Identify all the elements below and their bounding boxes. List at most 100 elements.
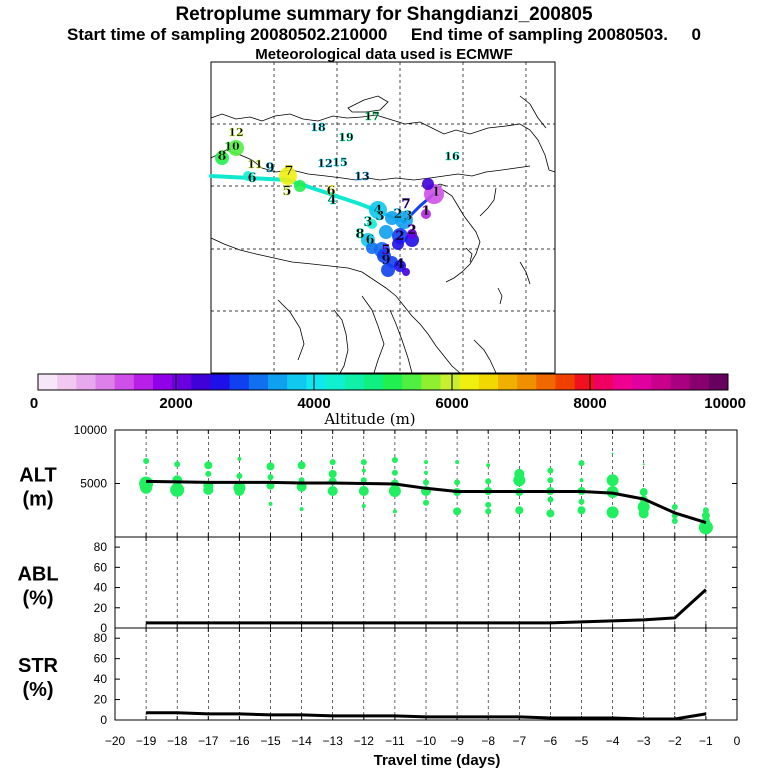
colorbar-swatch — [459, 374, 480, 390]
plume-label: 3 — [375, 209, 384, 224]
altitude-point — [424, 470, 428, 475]
plume-marker — [407, 229, 417, 239]
y-tick-label: 0 — [100, 621, 107, 635]
plume-label: 2 — [393, 207, 402, 222]
meteorology-line: Meteorological data used is ECMWF — [255, 46, 513, 63]
plume-label: 8 — [355, 227, 364, 242]
colorbar-swatch — [76, 374, 96, 390]
y-axis-label: STR — [18, 655, 59, 677]
y-tick-label: 60 — [94, 560, 108, 574]
altitude-point — [297, 461, 306, 470]
x-tick-label: −9 — [450, 734, 464, 748]
colorbar-swatch — [248, 374, 269, 390]
chart-title: Retroplume summary for Shangdianzi_20080… — [175, 4, 593, 25]
colorbar-swatch — [229, 374, 250, 390]
altitude-point — [639, 488, 648, 497]
series-line — [146, 588, 707, 625]
panel-abl: 0 20 40 60 80 ABL(%) — [17, 536, 738, 635]
plume-marker — [228, 140, 244, 156]
colorbar-swatch — [421, 374, 441, 390]
plume-marker — [215, 151, 229, 165]
altitude-colorbar: 0 2000 4000 6000 8000 10000 — [30, 373, 746, 412]
colorbar-swatch — [555, 374, 576, 390]
plume-marker — [381, 263, 395, 277]
y-axis-label: ABL — [17, 564, 58, 586]
map-frame — [210, 61, 556, 374]
colorbar-swatch — [383, 374, 403, 390]
altitude-point — [638, 508, 649, 519]
y-tick-label: 20 — [94, 601, 108, 615]
plume-marker — [421, 209, 431, 219]
altitude-point — [671, 504, 678, 511]
plume-label: 3 — [403, 209, 412, 224]
plume-marker — [366, 242, 378, 254]
colorbar-swatch — [114, 374, 135, 390]
colorbar-tick-label: 10000 — [704, 395, 746, 412]
altitude-point — [702, 507, 709, 514]
altitude-point — [485, 501, 492, 508]
y-tick-label: 20 — [94, 693, 108, 707]
x-tick-label: −16 — [229, 734, 250, 748]
colorbar-swatch — [517, 374, 537, 390]
altitude-point — [454, 479, 461, 486]
x-tick-label: −15 — [260, 734, 281, 748]
y-tick-label: 40 — [94, 581, 108, 595]
altitude-point — [578, 460, 585, 467]
colorbar-swatch — [613, 374, 633, 390]
altitude-point — [611, 452, 614, 455]
plume-label: 13 — [354, 170, 369, 183]
sampling-time-line: Start time of sampling 20080502.210000 E… — [66, 25, 701, 44]
colorbar-swatch — [268, 374, 288, 390]
plume-marker — [279, 167, 297, 185]
x-tick-label: −17 — [198, 734, 219, 748]
y-axis-label: ALT — [19, 465, 56, 487]
altitude-point — [266, 462, 275, 471]
altitude-point — [203, 484, 214, 495]
altitude-point — [140, 481, 153, 494]
altitude-point — [236, 473, 243, 480]
colorbar-swatch — [172, 374, 192, 390]
altitude-point — [174, 461, 181, 468]
y-axis-label: (m) — [22, 489, 53, 511]
altitude-point — [170, 482, 185, 497]
x-tick-label: −19 — [136, 734, 157, 748]
colorbar-swatch — [344, 374, 365, 390]
plume-marker — [367, 219, 377, 229]
plume-marker — [243, 171, 253, 181]
plume-label: 7 — [284, 164, 293, 179]
altitude-point — [579, 478, 584, 483]
altitude-point — [327, 485, 338, 496]
y-tick-label: 40 — [94, 672, 108, 686]
colorbar-tick-label: 6000 — [435, 395, 468, 412]
altitude-point — [143, 458, 150, 465]
colorbar-swatch — [191, 374, 211, 390]
colorbar-swatch — [363, 374, 384, 390]
altitude-point — [455, 460, 460, 465]
altitude-point — [388, 484, 401, 497]
x-tick-label: −20 — [105, 734, 126, 748]
plume-label: 16 — [444, 150, 460, 163]
altitude-point — [424, 460, 428, 465]
altitude-point — [391, 469, 398, 476]
altitude-point — [360, 459, 367, 466]
colorbar-tick-label: 8000 — [573, 395, 606, 412]
altitude-point — [577, 506, 586, 515]
altitude-point — [328, 469, 337, 478]
plume-marker — [377, 249, 391, 263]
x-tick-label: −13 — [323, 734, 344, 748]
map-graticule — [211, 62, 555, 373]
colorbar-swatch — [210, 374, 231, 390]
time-series-panels: 500010000ALT(m)020406080ABL(%)020406080S… — [17, 423, 740, 748]
plume-label: 3 — [363, 215, 372, 230]
plume-label: 10 — [224, 140, 240, 153]
plume-marker — [392, 238, 404, 250]
altitude-point — [391, 456, 398, 463]
x-tick-label: −2 — [668, 734, 682, 748]
x-tick-label: −4 — [606, 734, 620, 748]
altitude-point — [361, 503, 366, 508]
series-line — [146, 479, 707, 525]
colorbar-swatch — [632, 374, 652, 390]
colorbar-tick-label: 0 — [30, 395, 38, 412]
x-tick-label: −11 — [385, 734, 405, 748]
